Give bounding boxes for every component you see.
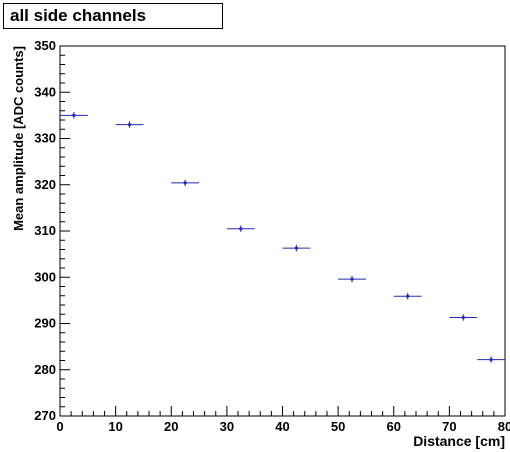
data-points — [60, 112, 505, 363]
point-marker — [72, 113, 76, 117]
point-marker — [350, 277, 354, 281]
x-axis-ticks: 0 10 20 30 40 50 60 70 80 — [56, 406, 510, 434]
data-point — [477, 356, 505, 363]
x-tick-label: 0 — [56, 419, 63, 434]
point-marker — [406, 294, 410, 298]
point-marker — [183, 181, 187, 185]
y-tick-label: 330 — [34, 131, 56, 146]
y-tick-label: 310 — [34, 223, 56, 238]
y-tick-label: 340 — [34, 84, 56, 99]
x-tick-label: 10 — [108, 419, 122, 434]
x-tick-label: 40 — [275, 419, 289, 434]
y-tick-label: 300 — [34, 269, 56, 284]
point-marker — [461, 315, 465, 320]
plot-frame — [59, 45, 506, 417]
chart-title: all side channels — [3, 3, 223, 29]
data-point — [282, 244, 311, 252]
y-tick-label: 290 — [34, 316, 56, 331]
point-marker — [239, 227, 243, 231]
x-axis-label: Distance [cm] — [413, 433, 505, 449]
x-tick-label: 20 — [164, 419, 178, 434]
data-point — [393, 292, 422, 300]
y-tick-label: 270 — [34, 408, 56, 423]
y-axis-minor-ticks — [60, 54, 65, 408]
y-axis-ticks: 270 280 290 300 310 320 330 340 350 — [34, 38, 70, 423]
y-axis-label: Mean amplitude [ADC counts] — [11, 46, 26, 231]
y-tick-label: 280 — [34, 362, 56, 377]
data-point — [115, 121, 144, 128]
y-tick-label: 350 — [34, 38, 56, 53]
data-point — [338, 275, 366, 283]
x-tick-label: 30 — [220, 419, 234, 434]
point-marker — [127, 123, 132, 127]
x-tick-label: 80 — [498, 419, 510, 434]
data-point — [60, 112, 88, 119]
point-marker — [294, 246, 299, 250]
data-point — [171, 179, 200, 187]
data-point — [449, 314, 478, 321]
x-axis-minor-ticks — [70, 411, 495, 416]
x-tick-label: 60 — [387, 419, 401, 434]
point-marker — [489, 357, 493, 362]
y-tick-label: 320 — [34, 177, 56, 192]
x-tick-label: 50 — [331, 419, 345, 434]
x-tick-label: 70 — [442, 419, 456, 434]
data-point — [226, 225, 255, 232]
